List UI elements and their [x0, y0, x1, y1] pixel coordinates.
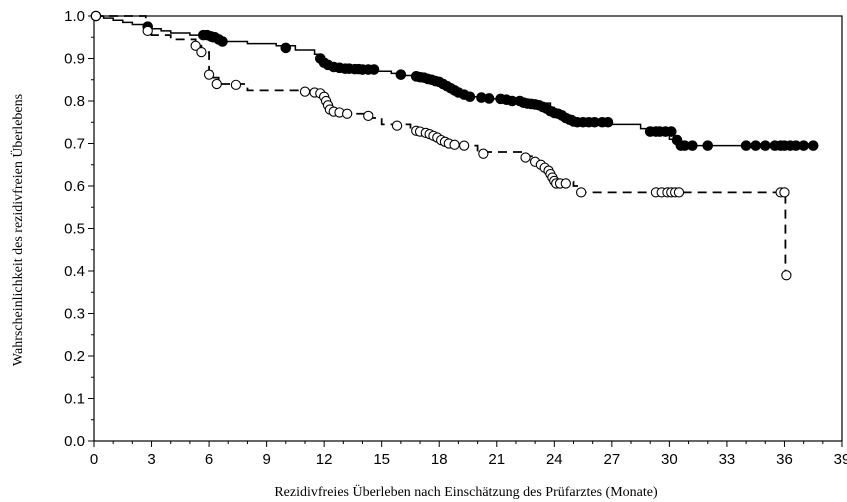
x-tick-label: 33: [719, 451, 736, 468]
censor-marker-2: [90, 10, 102, 22]
x-tick-label: 12: [316, 451, 333, 468]
y-tick-label: 0.9: [64, 51, 85, 68]
censor-marker-2: [459, 140, 470, 151]
censor-marker-2: [576, 187, 587, 198]
plot-area: 0.00.10.20.30.40.50.60.70.80.91.00 3 6 9 12 1…: [64, 8, 847, 468]
censor-marker-1: [602, 116, 614, 128]
y-tick-label: 0.4: [64, 263, 85, 280]
censor-marker-1: [750, 140, 761, 151]
censor-marker-1: [798, 140, 809, 151]
x-tick-label: 6: [205, 451, 213, 468]
y-tick-label: 0.2: [64, 348, 85, 365]
x-tick-label: 0: [90, 451, 98, 468]
y-tick-label: 1.0: [64, 8, 85, 25]
censor-marker-2: [142, 25, 153, 37]
censor-marker-2: [560, 178, 571, 189]
censor-marker-2: [781, 270, 792, 281]
censor-marker-1: [807, 140, 819, 151]
censor-marker-2: [230, 79, 242, 90]
censor-marker-2: [196, 46, 207, 58]
y-tick-label: 0.1: [64, 391, 85, 408]
x-tick-label: 39: [834, 451, 847, 468]
censor-marker-2: [211, 78, 222, 90]
censor-marker-1: [368, 64, 380, 75]
censor-marker-1: [464, 91, 476, 103]
x-tick-label: 27: [604, 451, 621, 468]
x-tick-label: 36: [776, 451, 793, 468]
censor-marker-2: [478, 148, 489, 159]
x-tick-label: 30: [661, 451, 678, 468]
censor-marker-2: [203, 69, 215, 80]
censor-marker-2: [363, 110, 374, 122]
y-tick-label: 0.8: [64, 93, 85, 110]
censor-marker-1: [483, 93, 495, 104]
x-tick-label: 3: [147, 451, 155, 468]
censor-marker-2: [299, 86, 311, 97]
y-tick-label: 0.3: [64, 306, 85, 323]
x-tick-label: 21: [488, 451, 505, 468]
y-tick-label: 0.7: [64, 136, 85, 153]
censor-marker-2: [391, 120, 403, 131]
y-tick-label: 0.0: [64, 433, 85, 450]
censor-marker-2: [190, 40, 201, 51]
plot-frame: [93, 15, 843, 442]
x-axis-title: Rezidivfreies Überleben nach Einschätzun…: [274, 483, 658, 500]
x-tick-label: 15: [373, 451, 390, 468]
censor-marker-2: [673, 187, 685, 198]
censor-marker-2: [779, 187, 790, 198]
y-tick-label: 0.6: [64, 178, 85, 195]
y-axis-title: Wahrscheinlichkeit des rezidivfreien Übe…: [9, 94, 26, 366]
censor-marker-2: [342, 108, 353, 119]
y-axis-title-group: Wahrscheinlichkeit des rezidivfreien Übe…: [9, 94, 26, 366]
censor-marker-1: [687, 140, 698, 151]
censor-marker-1: [740, 140, 752, 151]
censor-marker-1: [280, 42, 292, 54]
x-tick-label: 24: [546, 451, 563, 468]
censor-marker-1: [759, 140, 771, 151]
censor-marker-1: [217, 36, 228, 47]
y-tick-label: 0.5: [64, 221, 85, 238]
censor-marker-2: [520, 152, 531, 163]
censor-marker-2: [449, 139, 460, 150]
x-tick-label: 18: [431, 451, 448, 468]
x-tick-label: 9: [262, 451, 270, 468]
censor-marker-1: [395, 69, 407, 80]
censor-marker-1: [702, 140, 714, 151]
censor-marker-1: [666, 126, 677, 137]
